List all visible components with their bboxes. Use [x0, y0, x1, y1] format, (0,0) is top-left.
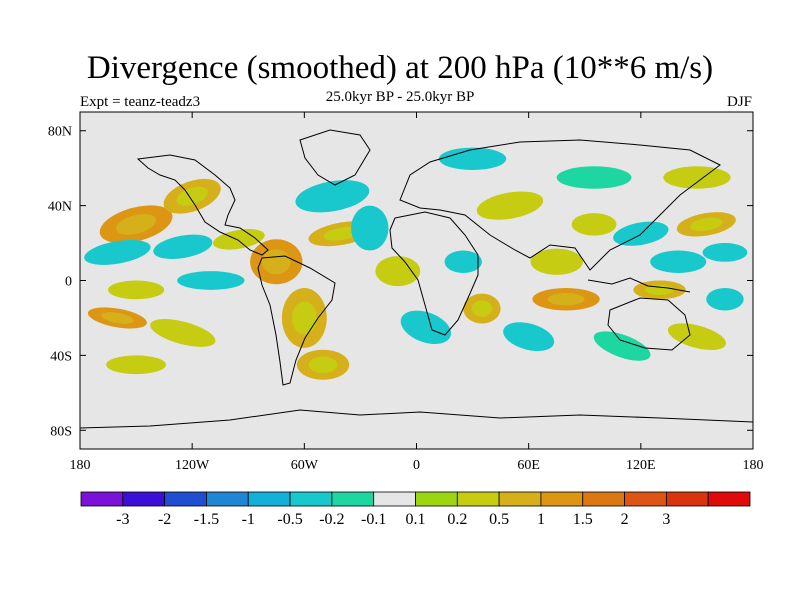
- divergence-region-31: [593, 331, 651, 361]
- divergence-region-core-27: [662, 255, 694, 268]
- colorbar-swatch-11: [540, 491, 584, 507]
- colorbar-swatch-15: [707, 491, 751, 507]
- divergence-region-core-3: [166, 240, 200, 254]
- time-range-subtitle: 25.0kyr BP - 25.0kyr BP: [325, 89, 475, 105]
- x-tick-label-6: 180: [743, 458, 764, 473]
- divergence-region-core-18: [452, 255, 474, 268]
- divergence-region-24: [503, 322, 555, 352]
- divergence-region-core-1: [176, 186, 208, 206]
- colorbar-label-1: -2: [158, 511, 171, 528]
- coastline-south-america: [257, 255, 336, 386]
- x-tick-label-5: 120E: [626, 458, 656, 473]
- colorbar-swatch-13: [624, 491, 667, 507]
- colorbar-swatch-8: [415, 491, 458, 507]
- colorbar-swatch-0: [80, 491, 124, 507]
- divergence-region-33: [706, 287, 744, 311]
- colorbar-swatch-1: [122, 491, 166, 507]
- divergence-region-34: [556, 166, 632, 189]
- coastline-indonesia: [587, 277, 691, 293]
- divergence-region-13: [351, 205, 389, 251]
- divergence-region-core-28: [645, 284, 674, 296]
- colorbar-swatch-9: [456, 491, 500, 507]
- divergence-region-core-23: [547, 293, 585, 306]
- coastline-north-america: [136, 154, 269, 256]
- colorbar-label-2: -1.5: [194, 511, 219, 528]
- divergence-region-5: [108, 280, 165, 300]
- divergence-region-core-0: [116, 213, 157, 235]
- divergence-region-core-11: [323, 226, 360, 241]
- x-tick-label-4: 60E: [517, 458, 540, 473]
- divergence-region-17: [400, 310, 451, 344]
- divergence-region-2: [84, 239, 151, 265]
- colorbar-label-7: 0.1: [406, 511, 426, 528]
- colorbar-swatch-7: [373, 491, 416, 507]
- coastlines: [80, 129, 753, 429]
- colorbar-swatch-6: [331, 491, 375, 507]
- divergence-region-core-7: [101, 312, 134, 324]
- coastline-eurasia: [399, 139, 721, 271]
- y-tick-label-3: 40S: [50, 349, 72, 364]
- divergence-region-core-19: [471, 300, 493, 317]
- y-tick-label-4: 80S: [50, 424, 72, 439]
- divergence-region-9: [106, 355, 166, 375]
- divergence-region-8: [150, 319, 216, 347]
- divergence-region-32: [667, 323, 726, 350]
- colorbar-label-13: 3: [662, 511, 670, 528]
- colorbar-label-4: -0.5: [277, 511, 302, 528]
- colorbar-label-8: 0.2: [447, 511, 467, 528]
- divergence-region-25: [571, 213, 617, 236]
- y-tick-label-1: 40N: [48, 200, 72, 215]
- colorbar-label-12: 2: [621, 511, 629, 528]
- season-label: DJF: [726, 94, 752, 110]
- colorbar-swatch-3: [206, 491, 249, 507]
- x-tick-label-0: 180: [70, 458, 91, 473]
- colorbar-label-3: -1: [242, 511, 255, 528]
- colorbar-swatch-4: [247, 491, 291, 507]
- divergence-field: [84, 147, 748, 380]
- y-tick-label-2: 0: [65, 275, 72, 290]
- coastline-antarctica: [80, 409, 753, 429]
- colorbar-label-11: 1.5: [573, 511, 593, 528]
- x-tick-label-3: 0: [413, 458, 420, 473]
- colorbar-swatch-10: [498, 491, 542, 507]
- x-tick-label-2: 60W: [291, 458, 319, 473]
- x-tick-label-1: 120W: [175, 458, 210, 473]
- colorbar-label-5: -0.2: [319, 511, 344, 528]
- coastline-africa: [389, 211, 479, 336]
- divergence-region-22: [530, 248, 583, 275]
- divergence-region-30: [702, 243, 748, 262]
- colorbar-swatch-2: [164, 491, 207, 507]
- colorbar-swatch-12: [582, 491, 625, 507]
- colorbar-label-10: 1: [537, 511, 545, 528]
- coastline-australia: [607, 297, 691, 351]
- map-title: Divergence (smoothed) at 200 hPa (10**6 …: [86, 50, 714, 86]
- colorbar-label-0: -3: [116, 511, 129, 528]
- experiment-label: Expt = teanz-teadz3: [80, 94, 201, 110]
- divergence-region-16: [375, 256, 421, 287]
- colorbar: -3 -2 -1.5 -1 -0.5 -0.2 -0.1 0.1 0.2 0.5 1 1.5 2 3: [80, 491, 751, 528]
- colorbar-swatch-5: [289, 491, 333, 507]
- divergence-region-core-15: [308, 356, 338, 373]
- divergence-region-6: [177, 271, 245, 290]
- divergence-region-core-29: [690, 217, 723, 232]
- divergence-region-20: [476, 191, 544, 220]
- divergence-region-35: [663, 166, 731, 189]
- colorbar-label-9: 0.5: [489, 511, 509, 528]
- divergence-region-core-14: [291, 301, 317, 335]
- y-tick-label-0: 80N: [48, 125, 72, 140]
- map-axes: 180 120W 60W 0 60E 120E 180 80N 40N 0 40S 80S: [48, 112, 764, 473]
- colorbar-swatch-14: [665, 491, 709, 507]
- divergence-region-12: [295, 180, 370, 213]
- divergence-region-21: [438, 147, 507, 171]
- coastline-greenland: [299, 129, 371, 186]
- colorbar-label-6: -0.1: [361, 511, 386, 528]
- divergence-region-core-10: [261, 249, 291, 275]
